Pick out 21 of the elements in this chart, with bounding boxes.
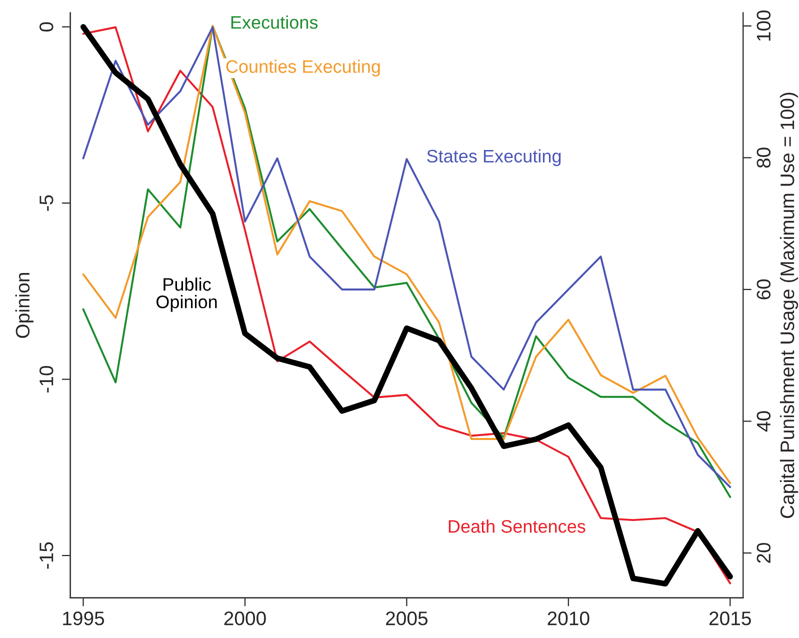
y2-tick-label: 80 (756, 148, 771, 168)
y-tick-label: -15 (40, 542, 54, 569)
x-tick-label: 1995 (63, 612, 104, 626)
y2-tick-label: 60 (756, 279, 771, 300)
series-label: States Executing (427, 149, 561, 166)
y-tick-label: 0 (40, 22, 54, 32)
y2-tick-label: 20 (756, 542, 771, 563)
y2-axis-title: Capital Punishment Usage (Maximum Use = 100) (780, 92, 798, 518)
y-tick-label: -10 (40, 366, 54, 392)
x-tick-label: 2000 (224, 612, 266, 626)
series-label: Executions (231, 16, 318, 29)
series-label: Public Opinion (156, 278, 217, 312)
series-label: Counties Executing (226, 60, 380, 77)
x-tick-label: 2015 (709, 612, 751, 626)
x-tick-label: 2005 (386, 612, 428, 626)
x-tick-label: 2010 (548, 612, 590, 626)
y-tick-label: -5 (40, 195, 54, 211)
y2-tick-label: 100 (756, 10, 771, 41)
series-label: Death Sentences (448, 520, 586, 533)
y-axis-title: Opinion (15, 273, 34, 338)
y2-tick-label: 40 (756, 411, 771, 432)
